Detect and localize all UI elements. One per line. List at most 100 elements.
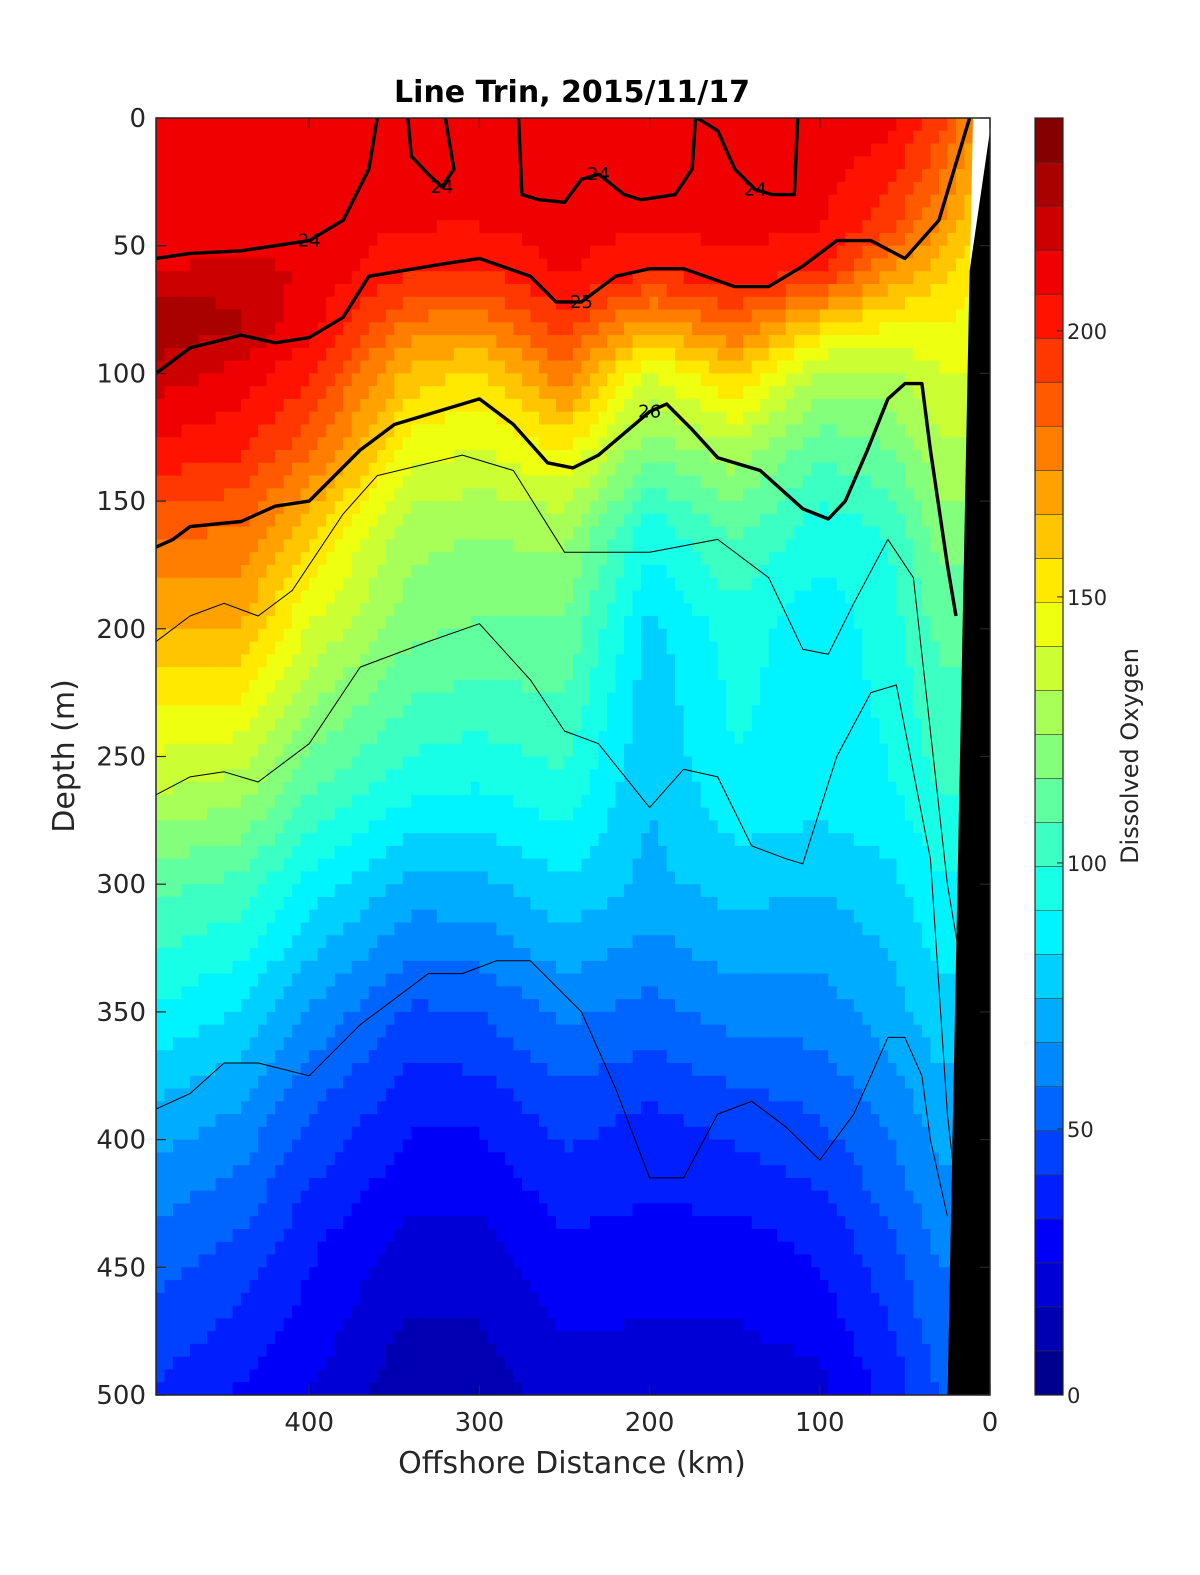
heatmap-cell [249, 539, 259, 553]
heatmap-cell [232, 1101, 242, 1115]
heatmap-cell [241, 1292, 251, 1307]
heatmap-cell [538, 258, 549, 272]
heatmap-cell [411, 552, 421, 566]
heatmap-cell [453, 1037, 463, 1051]
heatmap-cell [215, 679, 225, 694]
heatmap-cell [402, 1075, 412, 1090]
heatmap-cell [394, 948, 404, 962]
heatmap-cell [207, 718, 217, 732]
heatmap-cell [368, 692, 378, 707]
heatmap-cell [462, 616, 472, 630]
heatmap-cell [547, 1062, 557, 1077]
heatmap-cell [309, 1037, 319, 1051]
heatmap-cell [377, 130, 387, 145]
heatmap-cell [283, 999, 293, 1013]
heatmap-cell [207, 1241, 217, 1256]
heatmap-cell [292, 284, 302, 298]
heatmap-cell [215, 999, 225, 1013]
heatmap-cell [275, 871, 285, 885]
heatmap-cell [275, 820, 285, 834]
heatmap-cell [445, 807, 455, 821]
heatmap-cell [394, 909, 404, 924]
heatmap-cell [496, 220, 506, 234]
heatmap-cell [241, 973, 251, 987]
heatmap-cell [258, 807, 268, 821]
heatmap-cell [487, 820, 498, 834]
heatmap-cell [156, 232, 166, 247]
heatmap-cell [360, 858, 370, 873]
heatmap-cell [538, 807, 549, 821]
heatmap-cell [496, 1254, 506, 1268]
heatmap-cell [555, 1267, 566, 1281]
heatmap-cell [360, 628, 370, 643]
heatmap-cell [521, 501, 532, 515]
heatmap-cell [436, 564, 446, 579]
heatmap-cell [462, 220, 472, 234]
heatmap-cell [377, 309, 387, 323]
heatmap-cell [555, 884, 566, 898]
heatmap-cell [521, 871, 532, 885]
heatmap-cell [479, 1305, 489, 1319]
heatmap-cell [334, 909, 344, 924]
heatmap-cell [453, 220, 463, 234]
heatmap-cell [215, 207, 225, 221]
heatmap-cell [547, 1369, 557, 1383]
heatmap-cell [428, 845, 438, 860]
heatmap-cell [181, 999, 191, 1013]
heatmap-cell [215, 1369, 225, 1383]
heatmap-cell [173, 1190, 183, 1205]
heatmap-cell [445, 1075, 455, 1090]
heatmap-cell [215, 833, 225, 847]
heatmap-cell [487, 130, 498, 145]
heatmap-cell [300, 501, 310, 515]
heatmap-cell [317, 679, 327, 694]
heatmap-cell [479, 1050, 489, 1064]
heatmap-cell [368, 820, 378, 834]
heatmap-cell [343, 462, 353, 477]
heatmap-cell [309, 143, 319, 157]
heatmap-cell [156, 1101, 166, 1115]
heatmap-cell [530, 335, 540, 349]
heatmap-cell [564, 986, 574, 1000]
heatmap-cell [573, 590, 583, 604]
heatmap-cell [538, 909, 549, 924]
heatmap-cell [224, 1011, 234, 1026]
heatmap-cell [436, 552, 446, 566]
heatmap-cell [564, 373, 574, 387]
heatmap-cell [419, 1114, 429, 1128]
heatmap-cell [428, 1382, 438, 1395]
heatmap-cell [547, 884, 557, 898]
heatmap-cell [258, 1139, 268, 1153]
heatmap-cell [377, 667, 387, 681]
heatmap-cell [555, 641, 566, 655]
heatmap-cell [224, 181, 234, 196]
heatmap-cell [241, 1139, 251, 1153]
heatmap-cell [462, 603, 472, 617]
heatmap-cell [224, 1331, 234, 1345]
heatmap-cell [564, 156, 574, 170]
heatmap-cell [283, 820, 293, 834]
heatmap-cell [317, 1369, 327, 1383]
heatmap-cell [377, 1369, 387, 1383]
heatmap-cell [360, 973, 370, 987]
heatmap-cell [181, 360, 191, 374]
heatmap-cell [292, 743, 302, 758]
heatmap-cell [555, 156, 566, 170]
heatmap-cell [530, 1024, 540, 1039]
heatmap-cell [547, 526, 557, 541]
heatmap-cell [334, 1126, 344, 1141]
heatmap-cell [343, 960, 353, 975]
heatmap-cell [411, 973, 421, 987]
heatmap-cell [436, 948, 446, 962]
heatmap-cell [504, 347, 515, 362]
heatmap-cell [164, 654, 174, 668]
heatmap-cell [573, 1292, 583, 1307]
heatmap-cell [470, 462, 480, 477]
heatmap-cell [573, 118, 583, 132]
heatmap-cell [487, 1382, 498, 1395]
heatmap-cell [258, 718, 268, 732]
heatmap-cell [241, 360, 251, 374]
heatmap-cell [419, 450, 429, 464]
heatmap-cell [198, 296, 208, 311]
heatmap-cell [445, 411, 455, 426]
